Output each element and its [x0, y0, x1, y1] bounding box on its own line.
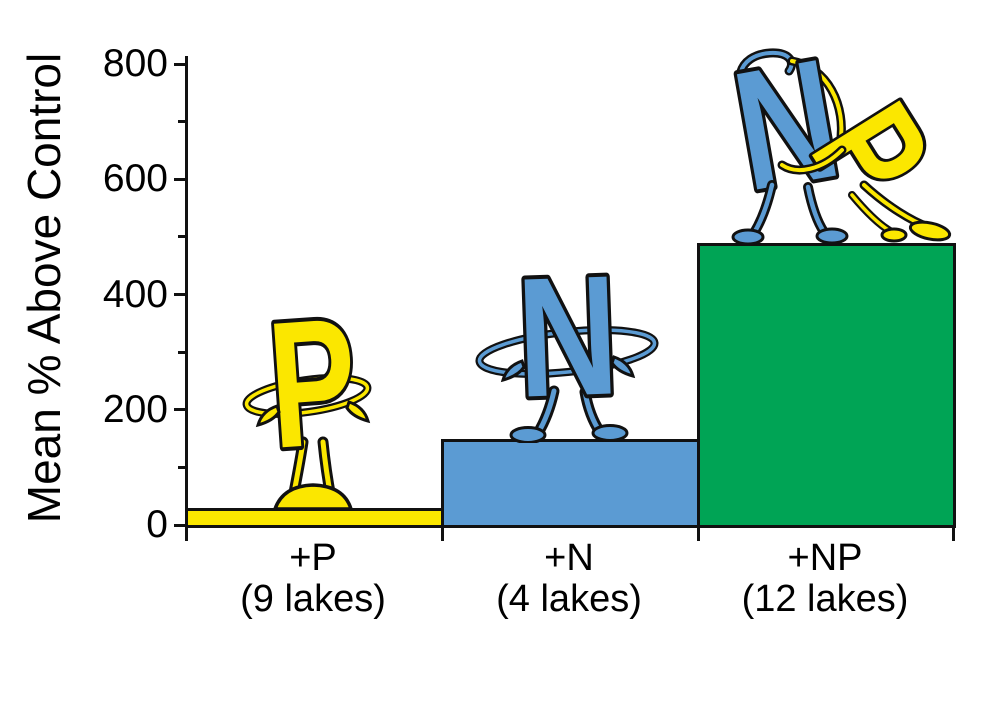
bar-+N: [441, 438, 700, 528]
x-axis-line: [185, 525, 953, 528]
y-minor-tick: [178, 120, 187, 124]
x-category-name: +NP: [787, 537, 863, 579]
y-minor-tick: [178, 465, 187, 469]
letter-p-mascot: P: [242, 296, 372, 511]
y-axis-line: [185, 56, 188, 528]
letters-np-dancing-mascots: N P: [718, 45, 954, 245]
y-tick-label: 600: [102, 157, 168, 201]
mascot-letter: N: [514, 257, 621, 433]
y-tick-label: 400: [102, 272, 168, 316]
x-tick: [697, 528, 700, 541]
y-minor-tick: [178, 235, 187, 239]
x-tick: [951, 528, 955, 541]
x-tick: [185, 528, 188, 541]
y-major-tick: [174, 293, 187, 296]
x-tick: [441, 528, 444, 541]
y-major-tick: [174, 62, 187, 66]
letter-n-mascot: N: [475, 257, 659, 443]
x-category-label: +NP (12 lakes): [697, 538, 953, 620]
y-tick-label: 200: [102, 387, 168, 431]
y-major-tick: [174, 523, 187, 527]
x-category-sublabel: (4 lakes): [496, 578, 642, 620]
x-category-sublabel: (9 lakes): [240, 578, 386, 620]
y-major-tick: [174, 177, 187, 181]
x-category-label: +N (4 lakes): [441, 538, 697, 620]
x-category-name: +N: [544, 537, 594, 579]
mascot-letter: P: [263, 296, 363, 487]
x-category-label: +P (9 lakes): [185, 538, 441, 620]
y-tick-label: 0: [146, 503, 168, 546]
bar-+NP: [697, 242, 956, 528]
y-major-tick: [174, 408, 187, 412]
x-category-sublabel: (12 lakes): [741, 578, 909, 620]
x-category-name: +P: [289, 537, 337, 579]
y-tick-label: 800: [102, 42, 168, 85]
y-minor-tick: [178, 350, 187, 354]
